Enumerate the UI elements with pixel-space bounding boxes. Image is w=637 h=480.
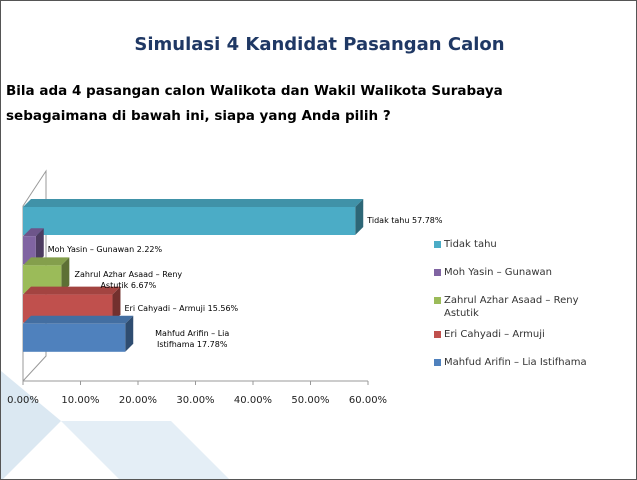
data-label: Tidak tahu 57.78%: [367, 216, 443, 225]
legend-swatch: [434, 269, 441, 276]
x-tick-label: 0.00%: [7, 395, 39, 406]
x-tick-label: 30.00%: [176, 395, 214, 406]
bar-top: [23, 315, 134, 324]
bar-top: [23, 257, 70, 266]
title: Simulasi 4 Kandidat Pasangan Calon: [134, 34, 505, 55]
legend-swatch: [434, 297, 441, 304]
legend-label: Zahrul Azhar Asaad – Reny Astutik: [444, 295, 579, 319]
bar: [23, 323, 126, 352]
decoration: [61, 421, 229, 479]
bar-side: [112, 286, 121, 323]
subtitle: Bila ada 4 pasangan calon Walikota dan W…: [6, 83, 503, 124]
data-label: Mahfud Arifin – Lia Istifhama 17.78%: [155, 328, 230, 349]
x-tick-label: 10.00%: [61, 395, 99, 406]
legend-label: Tidak tahu: [444, 239, 497, 250]
data-label: Moh Yasin – Gunawan 2.22%: [47, 245, 163, 255]
legend-label: Eri Cahyadi – Armuji: [444, 329, 545, 340]
bar-side: [61, 257, 70, 294]
bar-top: [23, 199, 364, 207]
x-tick-label: 20.00%: [119, 395, 157, 406]
bar-top: [23, 228, 44, 237]
decoration: [1, 371, 61, 479]
legend-label: Moh Yasin – Gunawan: [444, 267, 553, 278]
legend-swatch: [434, 359, 441, 366]
legend-swatch: [434, 241, 441, 248]
legend-swatch: [434, 331, 441, 338]
bar-side: [355, 199, 364, 235]
x-tick-label: 40.00%: [234, 395, 272, 406]
x-tick-label: 60.00%: [349, 395, 387, 406]
data-label: Zahrul Azhar Asaad – Reny Astutik 6.67%: [74, 270, 183, 291]
bar-side: [35, 228, 44, 265]
bar-side: [125, 315, 134, 352]
bar: [23, 236, 36, 265]
legend-label: Mahfud Arifin – Lia Istifhama: [444, 357, 587, 368]
data-label: Eri Cahyadi – Armuji 15.56%: [124, 303, 239, 313]
bar-top: [23, 286, 121, 295]
bar: [23, 207, 356, 235]
x-tick-label: 50.00%: [291, 395, 329, 406]
